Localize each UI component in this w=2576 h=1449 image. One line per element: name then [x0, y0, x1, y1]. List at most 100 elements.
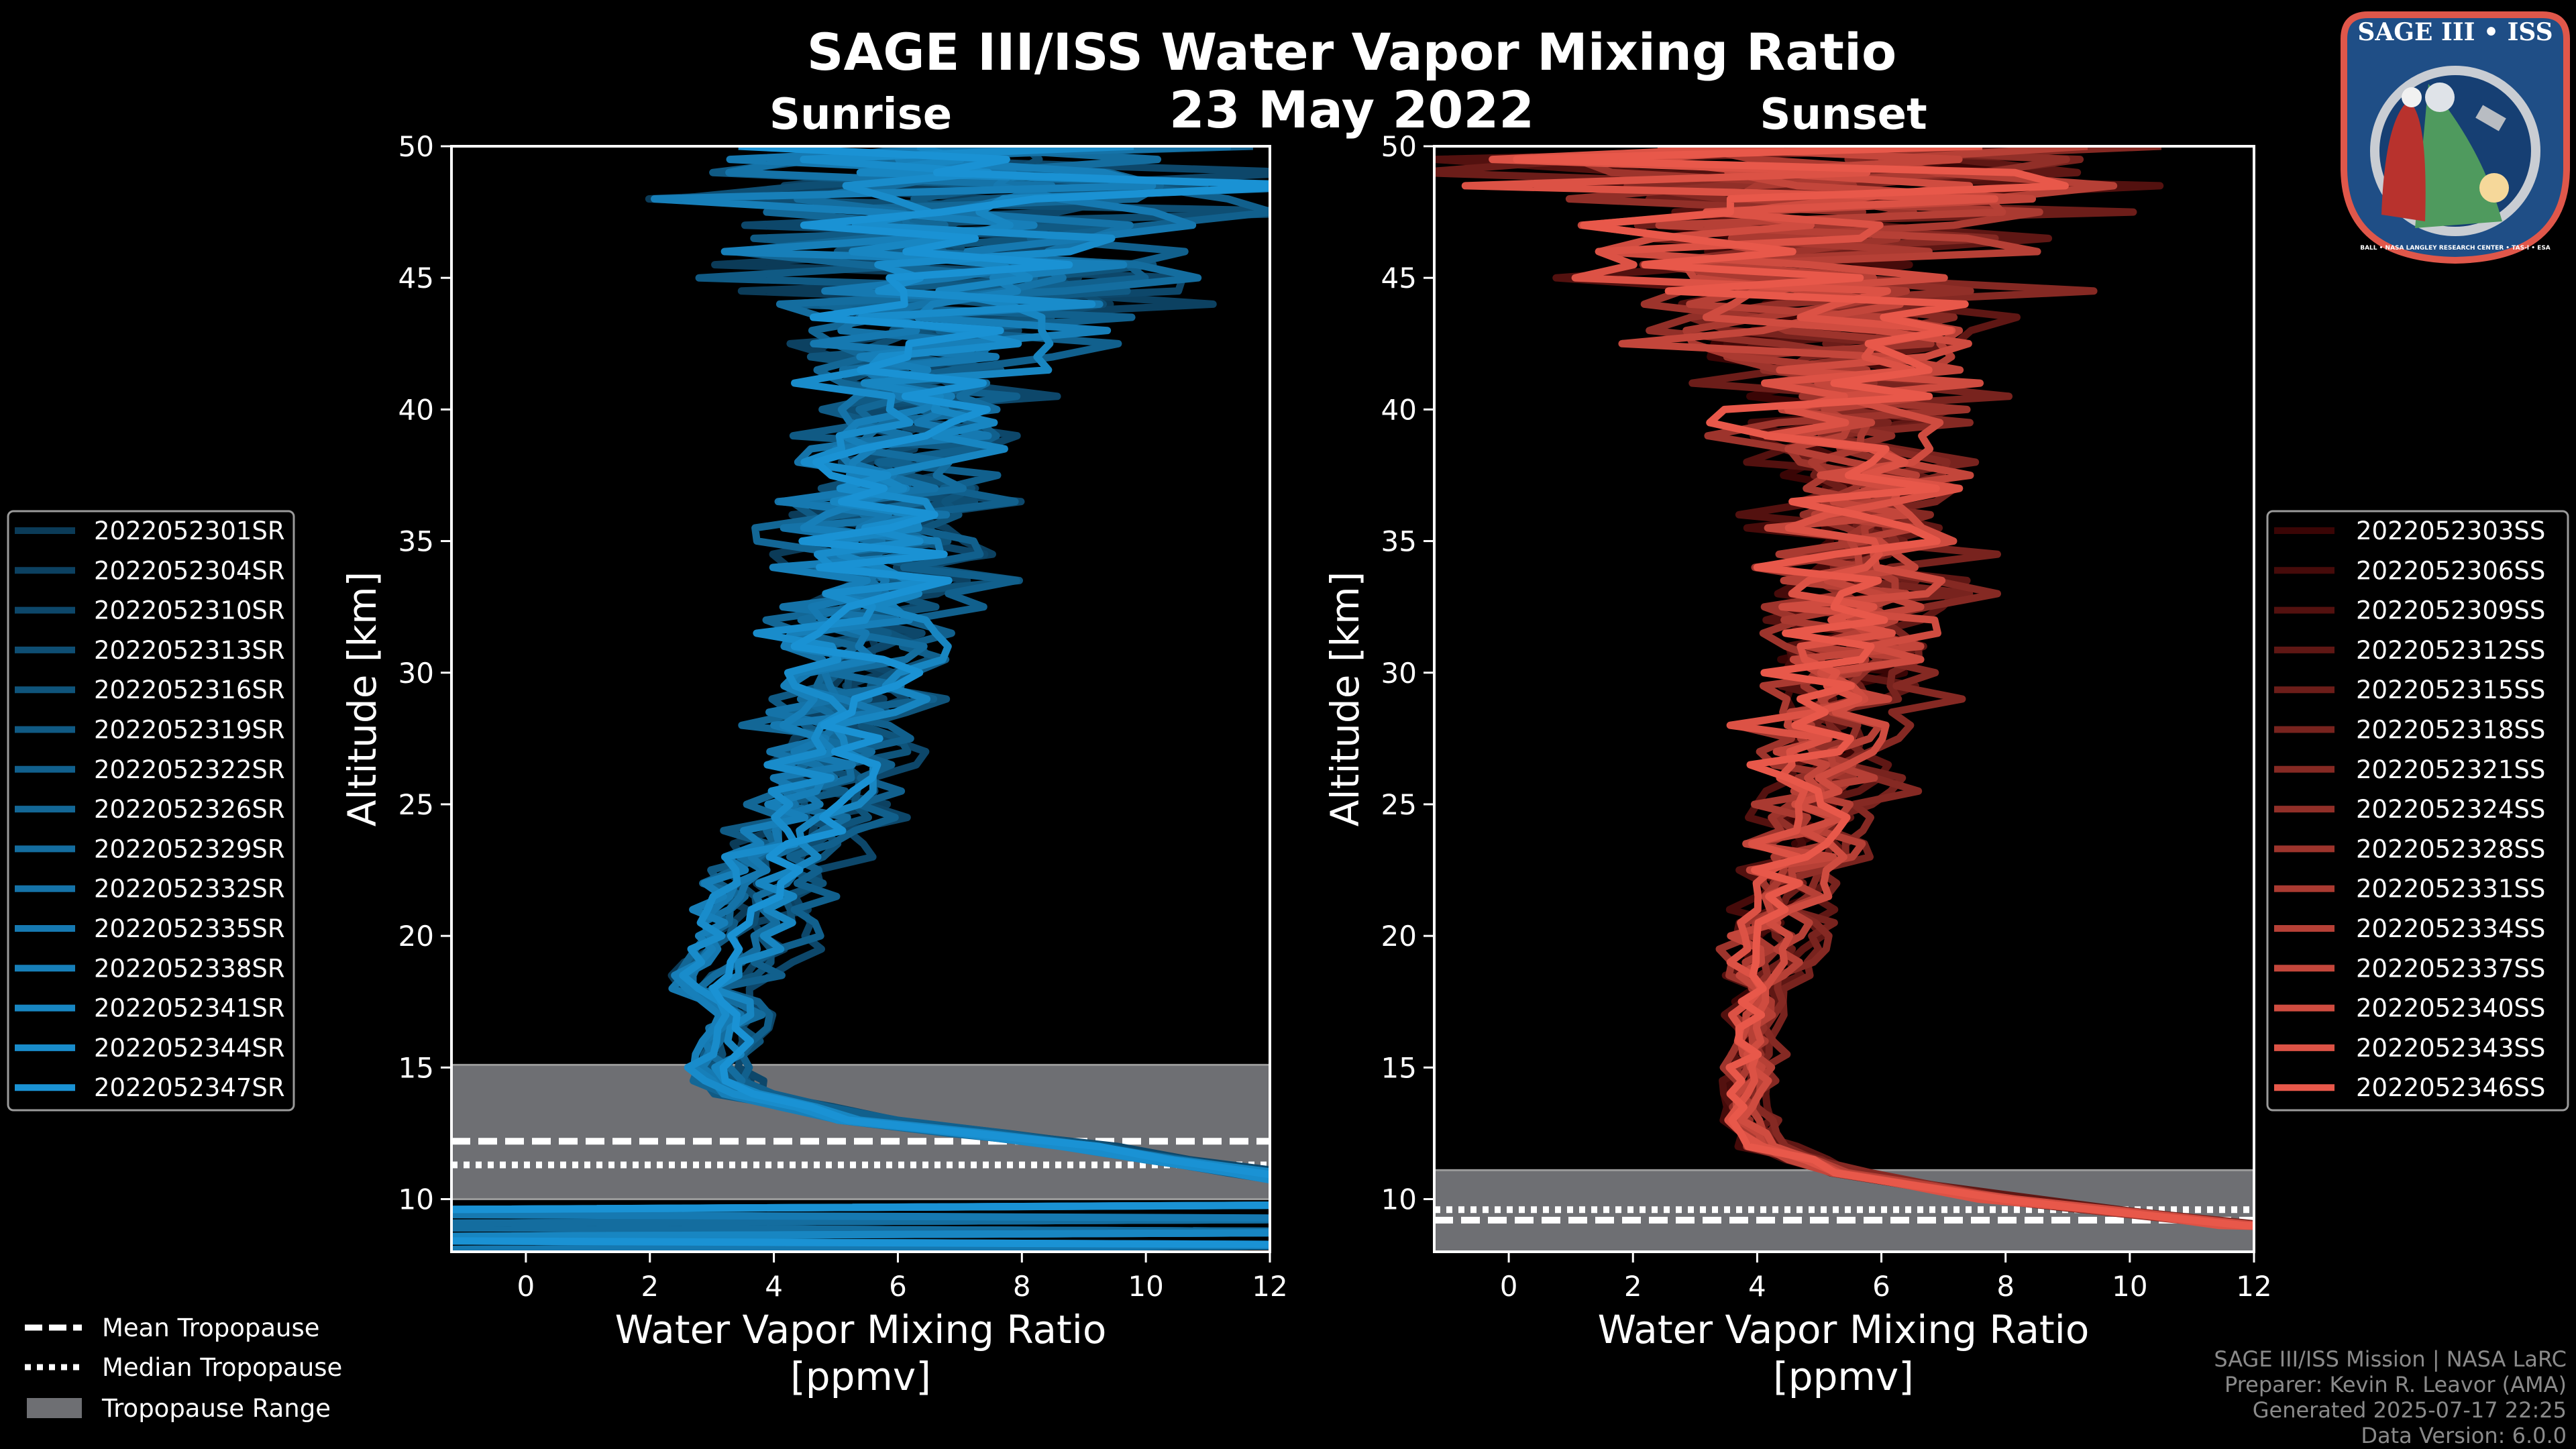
x-tick-label: 12: [1252, 1270, 1287, 1303]
profile-line-2022052346SS: [1513, 146, 2254, 1230]
x-tick-label: 6: [889, 1270, 907, 1303]
y-tick-label: 25: [1381, 788, 1417, 821]
profile-line-2022052334SS: [1655, 146, 2254, 1230]
sunrise-y-axis-label: Altitude [km]: [339, 572, 385, 826]
legend-label: 2022052321SS: [2356, 755, 2545, 784]
legend-label: 2022052337SS: [2356, 954, 2545, 983]
sunrise-legend: 2022052301SR 2022052304SR 2022052310SR 2022…: [7, 510, 295, 1112]
y-tick-label: 20: [1381, 920, 1417, 953]
y-tick-label: 40: [398, 393, 434, 426]
x-tick-label: 0: [1500, 1270, 1518, 1303]
y-tick-label: 10: [398, 1183, 434, 1216]
x-tick-label: 2: [641, 1270, 659, 1303]
date-label: 23 May 2022: [1169, 80, 1534, 140]
x-tick-label: 10: [1128, 1270, 1163, 1303]
x-tick-label: 12: [2236, 1270, 2271, 1303]
legend-label: 2022052309SS: [2356, 596, 2545, 625]
sage-iii-iss-logo: SAGE III • ISS BALL • NASA LANGLEY RESEA…: [2341, 11, 2570, 264]
sunrise-x-axis-label: Water Vapor Mixing Ratio: [615, 1307, 1107, 1352]
axes-frame: [1433, 145, 2255, 1253]
y-tick-label: 15: [398, 1051, 434, 1084]
y-tick-label: 30: [1381, 657, 1417, 690]
logo-title: SAGE III • ISS: [2357, 18, 2553, 46]
tropopause-range-label: Tropopause Range: [101, 1394, 331, 1423]
x-tick-label: 6: [1872, 1270, 1890, 1303]
y-tick-label: 50: [1381, 130, 1417, 163]
tropopause-legend: Mean Tropopause Median Tropopause Tropop…: [25, 1313, 342, 1423]
legend-label: 2022052328SS: [2356, 835, 2545, 863]
footer-data-version: Data Version: 6.0.0: [2361, 1423, 2567, 1448]
legend-label: 2022052341SR: [94, 994, 285, 1023]
legend-label: 2022052346SS: [2356, 1073, 2545, 1102]
legend-label: 2022052332SR: [94, 875, 285, 904]
legend-label: 2022052301SR: [94, 517, 285, 545]
y-tick-label: 35: [1381, 525, 1417, 558]
legend-label: 2022052324SS: [2356, 795, 2545, 824]
legend-label: 2022052304SR: [94, 556, 285, 585]
footer-preparer: Preparer: Kevin R. Leavor (AMA): [2224, 1372, 2567, 1397]
legend-label: 2022052310SR: [94, 596, 285, 625]
y-tick-label: 20: [398, 920, 434, 953]
legend-label: 2022052322SR: [94, 755, 285, 784]
plot-area: [451, 146, 1270, 1252]
legend-label: 2022052312SS: [2356, 636, 2545, 665]
legend-label: 2022052315SS: [2356, 676, 2545, 704]
legend-label: 2022052347SR: [94, 1073, 285, 1102]
legend-label: 2022052335SR: [94, 914, 285, 943]
y-tick-label: 50: [398, 130, 434, 163]
logo-ring-text: BALL • NASA LANGLEY RESEARCH CENTER • TA…: [2360, 245, 2551, 252]
legend-label: 2022052326SR: [94, 795, 285, 824]
sunset-panel-title: Sunset: [1760, 90, 1927, 140]
profile-line-2022052337SS: [1577, 146, 2254, 1230]
legend-label: 2022052319SR: [94, 716, 285, 745]
sunset-x-axis-unit: [ppmv]: [1773, 1354, 1914, 1399]
y-tick-label: 25: [398, 788, 434, 821]
profile-line-2022052341SR: [451, 146, 1270, 1240]
footer-generated: Generated 2025-07-17 22:25: [2253, 1397, 2567, 1423]
legend-label: 2022052331SS: [2356, 875, 2545, 904]
x-tick-label: 4: [765, 1270, 783, 1303]
x-tick-label: 10: [2112, 1270, 2147, 1303]
profile-line-2022052347SR: [451, 146, 1270, 1248]
y-tick-label: 45: [1381, 262, 1417, 294]
legend-label: 2022052316SR: [94, 676, 285, 704]
y-tick-label: 15: [1381, 1051, 1417, 1084]
legend-label: 2022052313SR: [94, 636, 285, 665]
figure-title: SAGE III/ISS Water Vapor Mixing Ratio: [807, 22, 1897, 82]
y-tick-label: 10: [1381, 1183, 1417, 1216]
legend-label: 2022052343SS: [2356, 1034, 2545, 1063]
x-tick-label: 4: [1748, 1270, 1766, 1303]
x-tick-label: 0: [517, 1270, 535, 1303]
median-tropopause-label: Median Tropopause: [102, 1353, 342, 1382]
legend-label: 2022052318SS: [2356, 716, 2545, 745]
x-tick-label: 2: [1624, 1270, 1642, 1303]
x-tick-label: 8: [1996, 1270, 2015, 1303]
sunset-legend: 2022052303SS 2022052306SS 2022052309SS 2022…: [2266, 510, 2569, 1112]
sunset-x-axis-label: Water Vapor Mixing Ratio: [1598, 1307, 2090, 1352]
legend-label: 2022052303SS: [2356, 517, 2545, 545]
sunrise-plot: 0 2 4 6 8 10 12 10 15 20 25 30 35 40 45 50: [398, 130, 1288, 1303]
y-tick-label: 45: [398, 262, 434, 294]
plot-area: [1434, 146, 2254, 1252]
tropopause-range-swatch: [27, 1398, 82, 1418]
legend-label: 2022052340SS: [2356, 994, 2545, 1023]
y-tick-label: 35: [398, 525, 434, 558]
mean-tropopause-label: Mean Tropopause: [102, 1313, 320, 1342]
sunset-y-axis-label: Altitude [km]: [1322, 572, 1368, 826]
axes-frame: [450, 145, 1271, 1253]
x-tick-label: 8: [1013, 1270, 1031, 1303]
y-tick-label: 40: [1381, 393, 1417, 426]
footer-mission: SAGE III/ISS Mission | NASA LaRC: [2214, 1346, 2567, 1372]
tropopause-range-band: [451, 1063, 1270, 1201]
legend-label: 2022052306SS: [2356, 556, 2545, 585]
legend-label: 2022052344SR: [94, 1034, 285, 1063]
footer-credits: SAGE III/ISS Mission | NASA LaRC Prepare…: [2214, 1346, 2567, 1448]
legend-label: 2022052338SR: [94, 954, 285, 983]
legend-label: 2022052329SR: [94, 835, 285, 863]
profile-line-2022052335SR: [451, 146, 1270, 1252]
sunset-plot: 0 2 4 6 8 10 12 10 15 20 25 30 35 40 45 50: [1381, 130, 2272, 1303]
y-tick-label: 30: [398, 657, 434, 690]
sunrise-panel-title: Sunrise: [769, 90, 952, 140]
legend-label: 2022052334SS: [2356, 914, 2545, 943]
